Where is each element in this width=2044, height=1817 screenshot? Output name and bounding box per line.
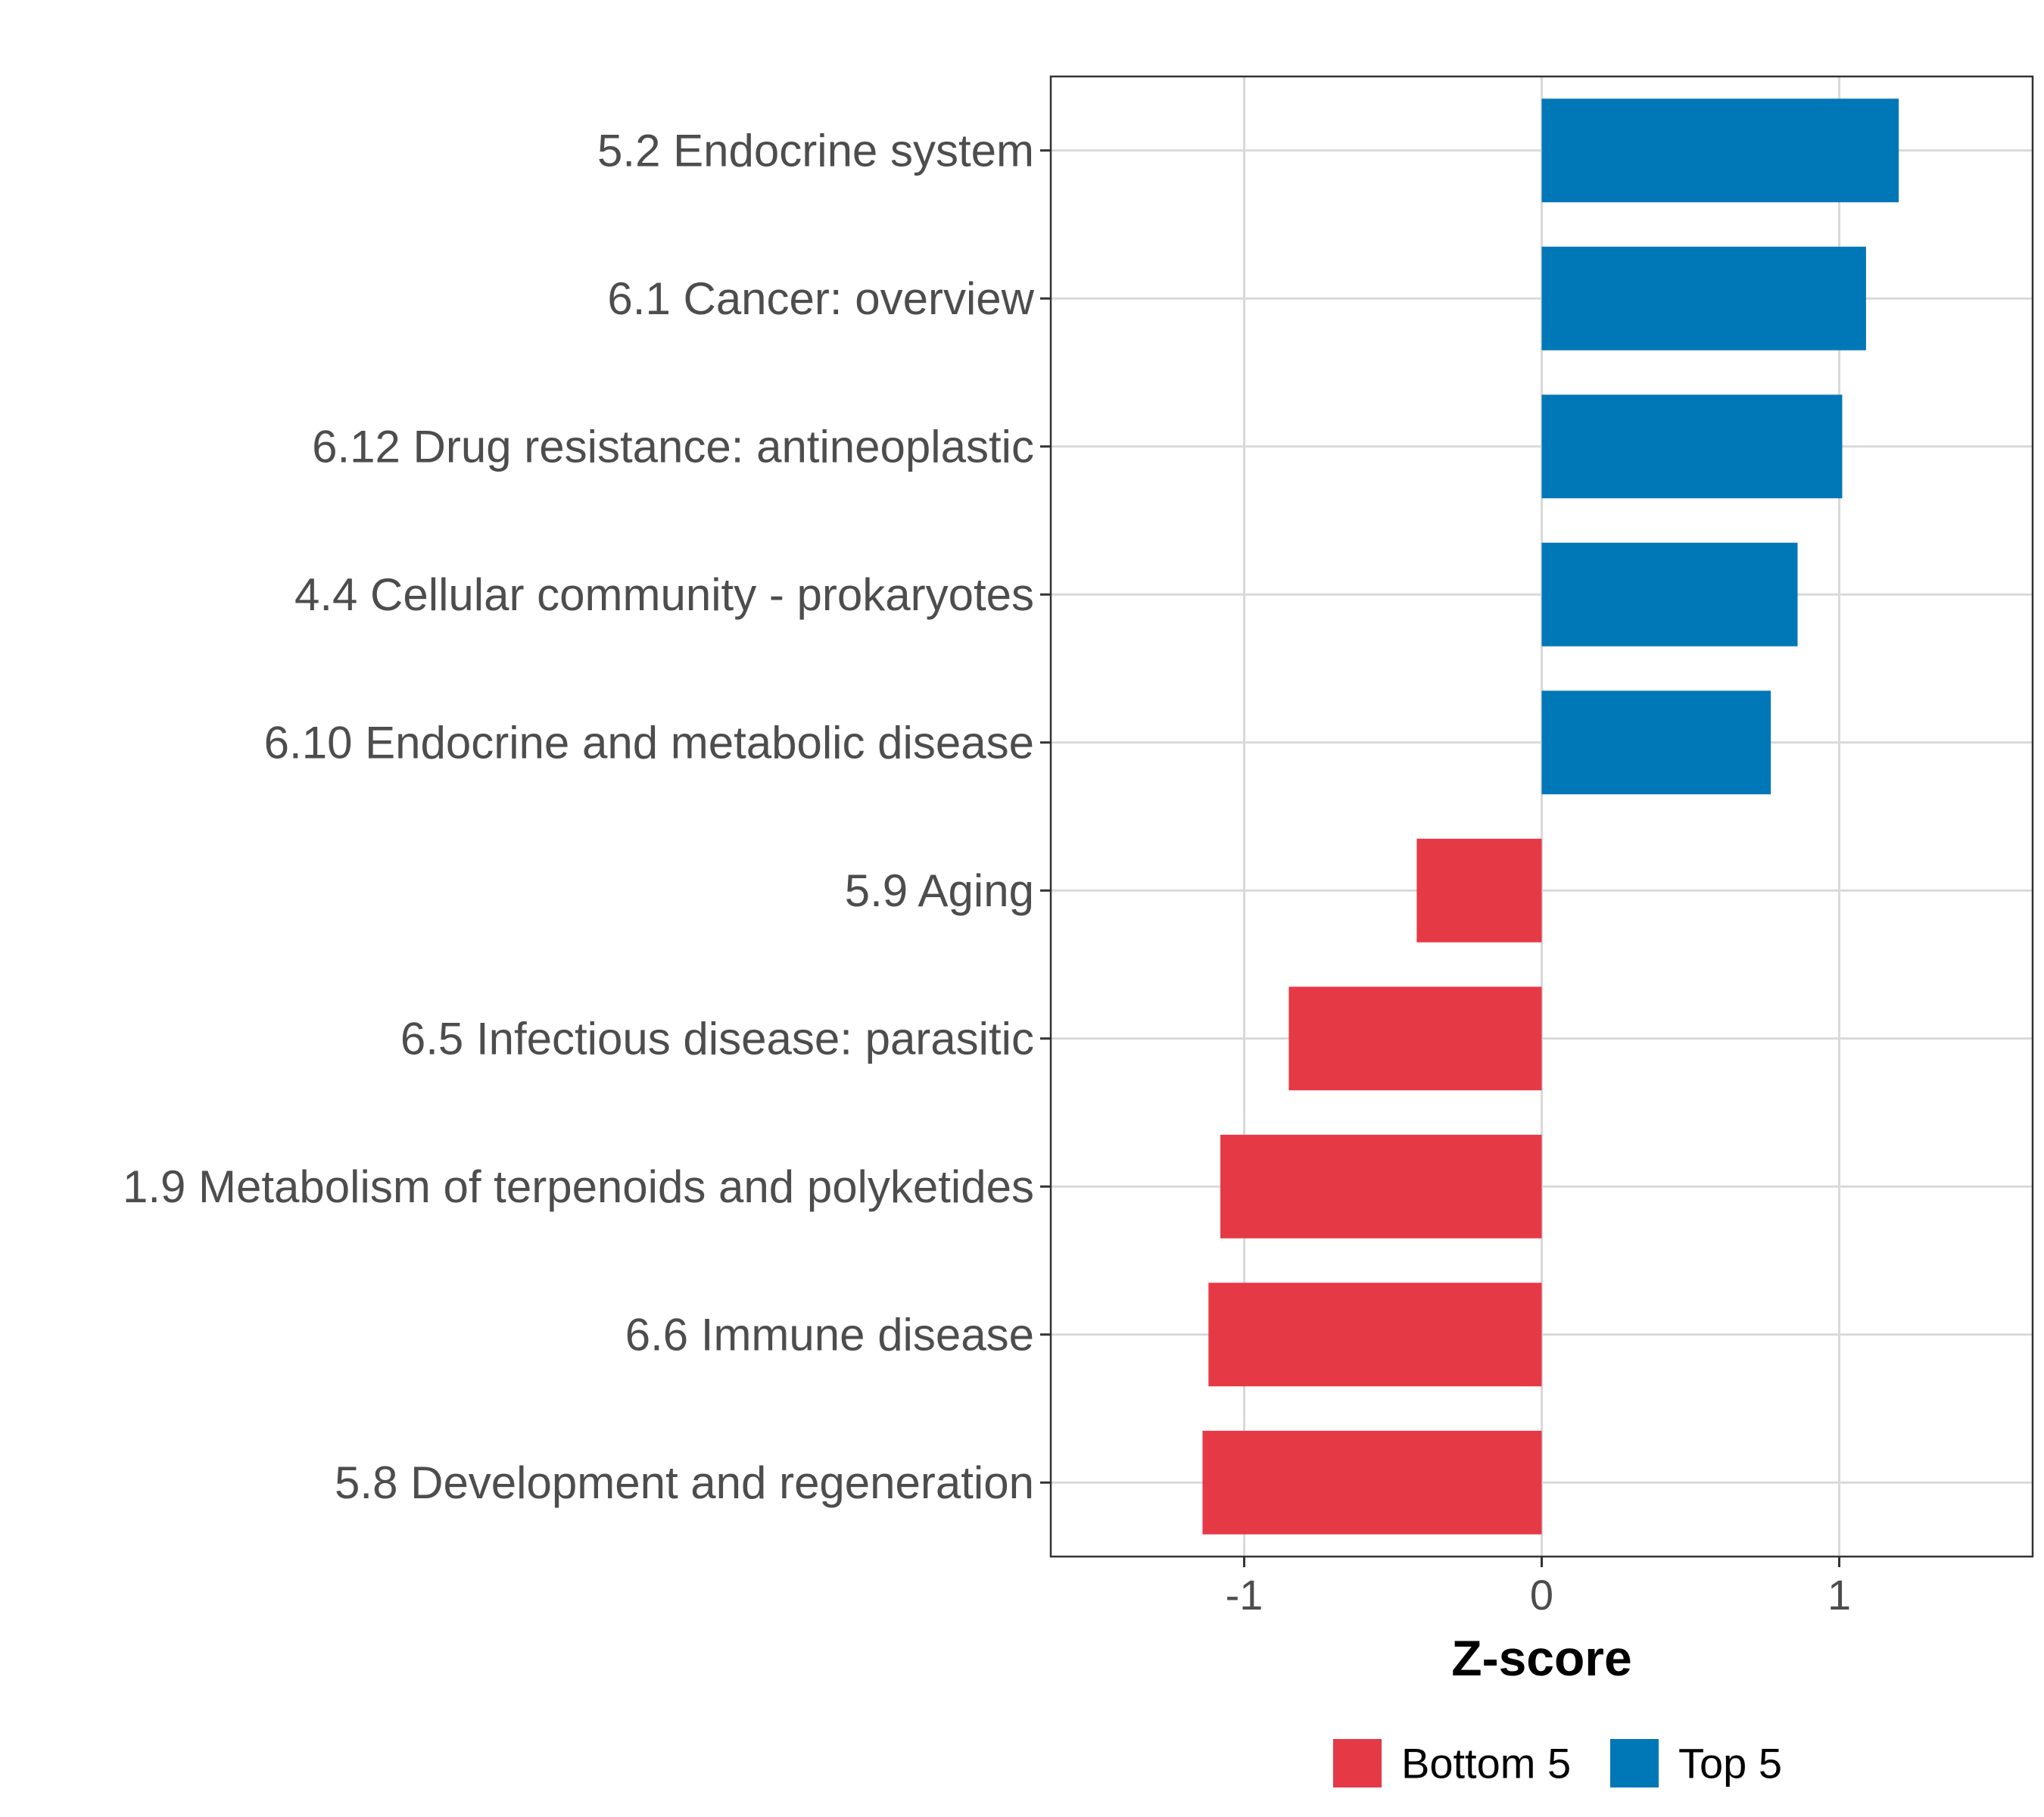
x-tick-label-0: -1 — [1226, 1571, 1263, 1619]
bar-3 — [1541, 542, 1798, 647]
y-tick-label-8: 6.6 Immune disease — [625, 1309, 1034, 1360]
bar-4 — [1541, 690, 1771, 795]
bar-6 — [1288, 986, 1542, 1091]
legend: Bottom 5 Top 5 — [1333, 1739, 1782, 1787]
bar-5 — [1416, 838, 1542, 943]
bar-2 — [1541, 394, 1843, 499]
y-tick-label-1: 6.1 Cancer: overview — [607, 273, 1034, 324]
bar-7 — [1220, 1134, 1542, 1239]
y-tick-label-7: 1.9 Metabolism of terpenoids and polyket… — [123, 1161, 1034, 1212]
y-tick-label-5: 5.9 Aging — [845, 865, 1034, 916]
y-tick-label-2: 6.12 Drug resistance: antineoplastic — [312, 421, 1034, 472]
bar-8 — [1208, 1282, 1542, 1387]
legend-key-1 — [1610, 1739, 1659, 1787]
x-tick-label-2: 1 — [1827, 1571, 1851, 1619]
bar-1 — [1541, 246, 1866, 351]
bar-9 — [1202, 1430, 1542, 1535]
legend-label-1: Top 5 — [1678, 1740, 1782, 1787]
x-axis-title: Z-score — [1451, 1630, 1631, 1686]
x-axis: -1 0 1 — [1226, 1557, 1851, 1619]
legend-key-0 — [1333, 1739, 1382, 1787]
x-tick-label-1: 0 — [1530, 1571, 1553, 1619]
y-axis: 5.2 Endocrine system 6.1 Cancer: overview… — [123, 125, 1051, 1508]
y-tick-label-4: 6.10 Endocrine and metabolic disease — [264, 717, 1034, 768]
y-tick-label-0: 5.2 Endocrine system — [597, 125, 1034, 176]
bars — [1202, 98, 1899, 1535]
y-tick-label-6: 6.5 Infectious disease: parasitic — [400, 1013, 1034, 1064]
y-tick-label-9: 5.8 Development and regeneration — [335, 1457, 1034, 1508]
legend-label-0: Bottom 5 — [1401, 1740, 1571, 1787]
y-tick-label-3: 4.4 Cellular community - prokaryotes — [294, 569, 1034, 620]
bar-0 — [1541, 98, 1899, 203]
